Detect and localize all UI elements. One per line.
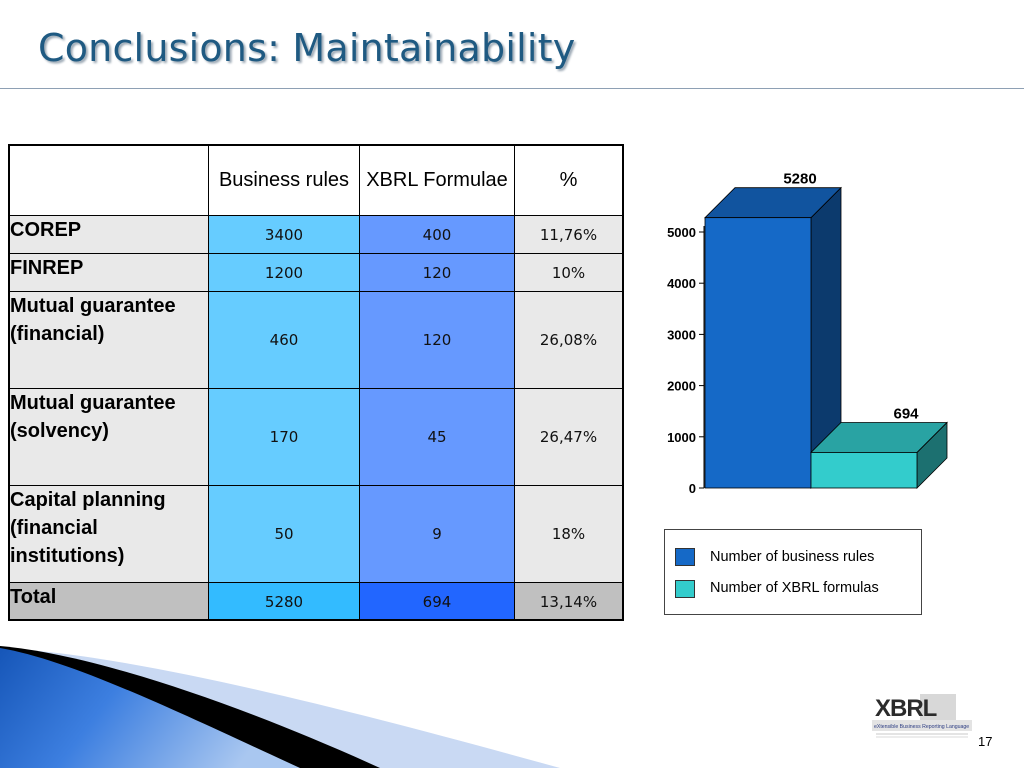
data-label: 5280 [783, 171, 816, 188]
y-tick-label: 4000 [667, 276, 696, 291]
row-label: Mutual guarantee (solvency) [8, 387, 209, 486]
business-rules-cell: 50 [208, 484, 360, 583]
table-row: Capital planning (financial institutions… [8, 484, 624, 583]
bar-xbrl-formulas [810, 452, 918, 489]
row-label: Mutual guarantee (financial) [8, 290, 209, 389]
xbrl-formulae-cell: 45 [359, 387, 515, 486]
xbrl-formulae-cell: 400 [359, 214, 515, 254]
logo-tagline: eXtensible Business Reporting Language [874, 724, 969, 730]
bar-business-rules [704, 217, 812, 489]
table-row: Mutual guarantee (financial) 460 120 26,… [8, 290, 624, 389]
percent-cell: 18% [514, 484, 624, 583]
y-tick-label: 3000 [667, 327, 696, 342]
data-label: 694 [893, 405, 919, 422]
title-divider [0, 88, 1024, 89]
business-rules-cell: 3400 [208, 214, 360, 254]
slide-title: Conclusions: Maintainability [38, 26, 576, 70]
percent-cell: 11,76% [514, 214, 624, 254]
legend-label-xbrl-formulas: Number of XBRL formulas [710, 580, 879, 596]
logo-wordmark: XBRL [875, 695, 937, 722]
table-row: COREP 3400 400 11,76% [8, 214, 624, 254]
xbrl-formulae-cell: 120 [359, 252, 515, 292]
table-header-percent: % [514, 144, 624, 216]
legend-swatch-business-rules [675, 548, 695, 566]
percent-cell: 26,47% [514, 387, 624, 486]
y-tick-label: 5000 [667, 225, 696, 240]
row-label: Total [8, 581, 209, 621]
table-header-empty [8, 144, 209, 216]
bar-chart: 0 1000 2000 3000 4000 5000 5280 694 [667, 171, 948, 496]
xbrl-formulae-cell: 694 [359, 581, 515, 621]
row-label: COREP [8, 214, 209, 254]
table-row: Mutual guarantee (solvency) 170 45 26,47… [8, 387, 624, 486]
business-rules-cell: 170 [208, 387, 360, 486]
percent-cell: 26,08% [514, 290, 624, 389]
xbrl-logo-icon: XBRL eXtensible Business Reporting Langu… [872, 694, 972, 738]
percent-cell: 13,14% [514, 581, 624, 621]
legend-label-business-rules: Number of business rules [710, 549, 875, 565]
xbrl-formulae-cell: 120 [359, 290, 515, 389]
business-rules-cell: 1200 [208, 252, 360, 292]
chart-legend: Number of business rules Number of XBRL … [664, 529, 922, 615]
data-table: Business rules XBRL Formulae % COREP 340… [8, 144, 624, 621]
table-row: FINREP 1200 120 10% [8, 252, 624, 292]
row-label: FINREP [8, 252, 209, 292]
blue-swoosh-decoration [0, 646, 560, 768]
y-tick-label: 0 [689, 481, 696, 496]
table-total-row: Total 5280 694 13,14% [8, 581, 624, 621]
table-header-row: Business rules XBRL Formulae % [8, 144, 624, 216]
legend-swatch-xbrl-formulas [675, 580, 695, 598]
y-tick-label: 2000 [667, 379, 696, 394]
percent-cell: 10% [514, 252, 624, 292]
business-rules-cell: 460 [208, 290, 360, 389]
table-header-business-rules: Business rules [208, 144, 360, 216]
xbrl-formulae-cell: 9 [359, 484, 515, 583]
row-label: Capital planning (financial institutions… [8, 484, 209, 583]
y-tick-label: 1000 [667, 430, 696, 445]
page-number: 17 [978, 734, 993, 749]
table-header-xbrl-formulae: XBRL Formulae [359, 144, 515, 216]
business-rules-cell: 5280 [208, 581, 360, 621]
